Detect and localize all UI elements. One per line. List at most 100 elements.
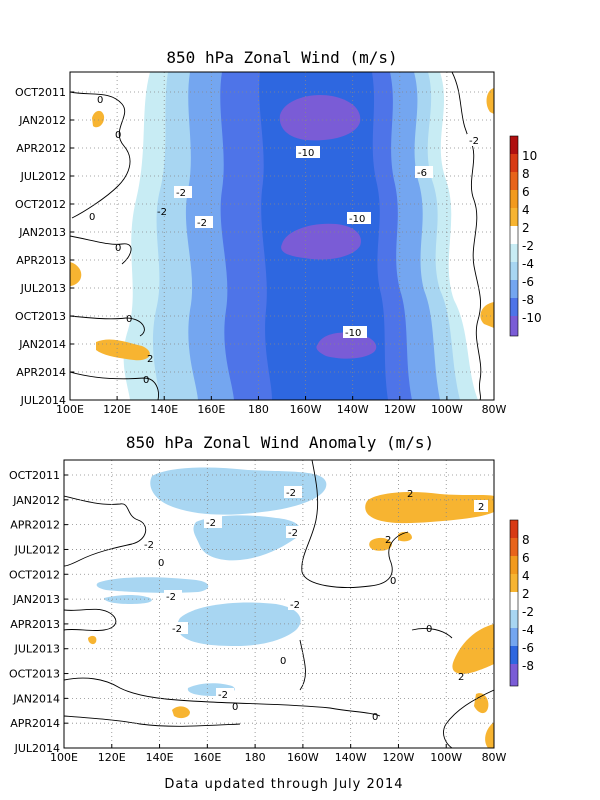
colorbar-label: 2 [522,587,530,601]
x-tick-label: 100W [430,751,462,764]
contour-label: 0 [115,130,121,141]
contour-fill-pos-d [486,88,494,114]
contour-label-bg [467,134,485,146]
anomaly-line-zero-g [411,627,453,639]
contour-fill-pos-b [70,262,82,286]
colorbar-1: 10 8 6 4 2 -2 -4 -6 -8 -10 [509,135,542,337]
x-tick-label: 120W [383,751,415,764]
contour-label-bg [347,212,371,224]
contour-label-bg [164,590,182,602]
contour-line-0-west [70,91,131,219]
colorbar-swatch [510,172,518,190]
y-tick-label: APR2014 [16,366,66,379]
colorbar-swatch [510,574,518,592]
contour-label: -2 [218,690,228,701]
contour-fill-neg10-a [279,94,361,141]
contour-label-bg [415,166,433,178]
colorbar-swatch [510,556,518,574]
plot-frame-2 [63,459,495,749]
colorbar-label: -4 [522,257,534,271]
contour-label: 0 [426,624,432,635]
anomaly-fill-neg-c [96,577,209,593]
colorbar-swatch [510,190,518,208]
colorbar-2: 8 6 4 2 -2 -4 -6 -8 [509,519,534,687]
colorbar-frame [509,135,519,337]
x-tick-label: 140W [337,403,369,416]
x-tick-label: 120W [384,403,416,416]
contour-label: -2 [166,592,176,603]
colorbar-label: -2 [522,605,534,619]
contour-label: 2 [458,672,464,683]
contour-label: -2 [176,188,186,199]
x-tick-label: 80W [482,403,507,416]
contour-fill-pos-a [92,110,105,128]
colorbar-swatch [510,244,518,262]
plot-area-1 [70,72,494,400]
colorbar-swatch [510,208,518,226]
gridlines-2 [64,460,494,748]
contour-label-bg [204,516,222,528]
contour-label: 0 [390,576,396,587]
contour-label: -2 [144,540,154,551]
anomaly-line-zero-f [299,639,306,691]
y-tick-label: JUL2013 [20,282,66,295]
contour-label: 0 [115,243,121,254]
contour-label: 0 [126,314,132,325]
colorbar-swatch [510,646,518,664]
colorbar-swatch [510,154,518,172]
colorbar-label: -10 [522,311,542,325]
contour-label: 2 [385,535,391,546]
y-tick-label: JUL2012 [14,543,60,556]
x-tick-label: 140E [146,751,174,764]
contour-label: 0 [143,375,149,386]
plot-frame-1 [69,71,495,401]
x-axis-2: 100E 120E 140E 160E 180 160W 140W 120W 100W 80W [50,744,507,764]
contour-label-bg [195,216,213,228]
x-tick-label: 140W [335,751,367,764]
contour-fill-neg10-c [316,332,377,359]
contour-line-0-west-b [70,235,132,265]
colorbar-swatch [510,298,518,316]
y-tick-label: JAN2014 [18,338,66,351]
chart-title-1: 850 hPa Zonal Wind (m/s) [166,48,397,67]
contour-label: -2 [172,624,182,635]
contour-label: -2 [157,207,167,218]
contour-line-0-west-c [70,315,145,337]
contour-label: 0 [89,212,95,223]
x-tick-label: 160W [287,751,319,764]
colorbar-swatch [510,316,518,336]
y-tick-label: APR2013 [16,254,66,267]
colorbar-label: -2 [522,239,534,253]
colorbar-label: 4 [522,569,530,583]
contour-line-0-west-d [70,371,159,400]
y-tick-label: OCT2011 [15,86,66,99]
contour-label-bg [296,146,320,158]
anomaly-line-zero-a [64,495,147,567]
anomaly-line-zero-d [64,715,241,727]
colorbar-swatch [510,592,518,610]
contour-label-bg [286,526,304,538]
x-tick-label: 80W [482,751,507,764]
panel-zonal-wind: 850 hPa Zonal Wind (m/s) [15,48,542,416]
contour-label: -2 [290,600,300,611]
contour-label: 0 [232,702,238,713]
contour-label-bg [343,326,367,338]
anomaly-fill-pos-b [369,537,392,551]
colorbar-swatch [510,136,518,154]
colorbar-swatch [510,520,518,538]
contour-label-bg [216,688,234,700]
contour-label: 0 [372,712,378,723]
anomaly-fill-pos-a [365,492,494,524]
contour-label: -2 [206,518,216,529]
y-tick-label: JUL2013 [14,643,60,656]
y-tick-label: OCT2013 [9,668,60,681]
y-tick-label: JUL2014 [14,742,60,755]
contour-label-bg [474,500,488,512]
x-tick-label: 140E [150,403,178,416]
plot-area-2 [64,460,494,748]
contour-label: -10 [349,214,365,225]
x-axis-1: 100E 120E 140E 160E 180 160W 140W 120W 100W 80W [56,396,507,416]
contour-label-bg [170,622,188,634]
contour-label: 0 [158,558,164,569]
anomaly-fill-pos-f [172,706,190,719]
